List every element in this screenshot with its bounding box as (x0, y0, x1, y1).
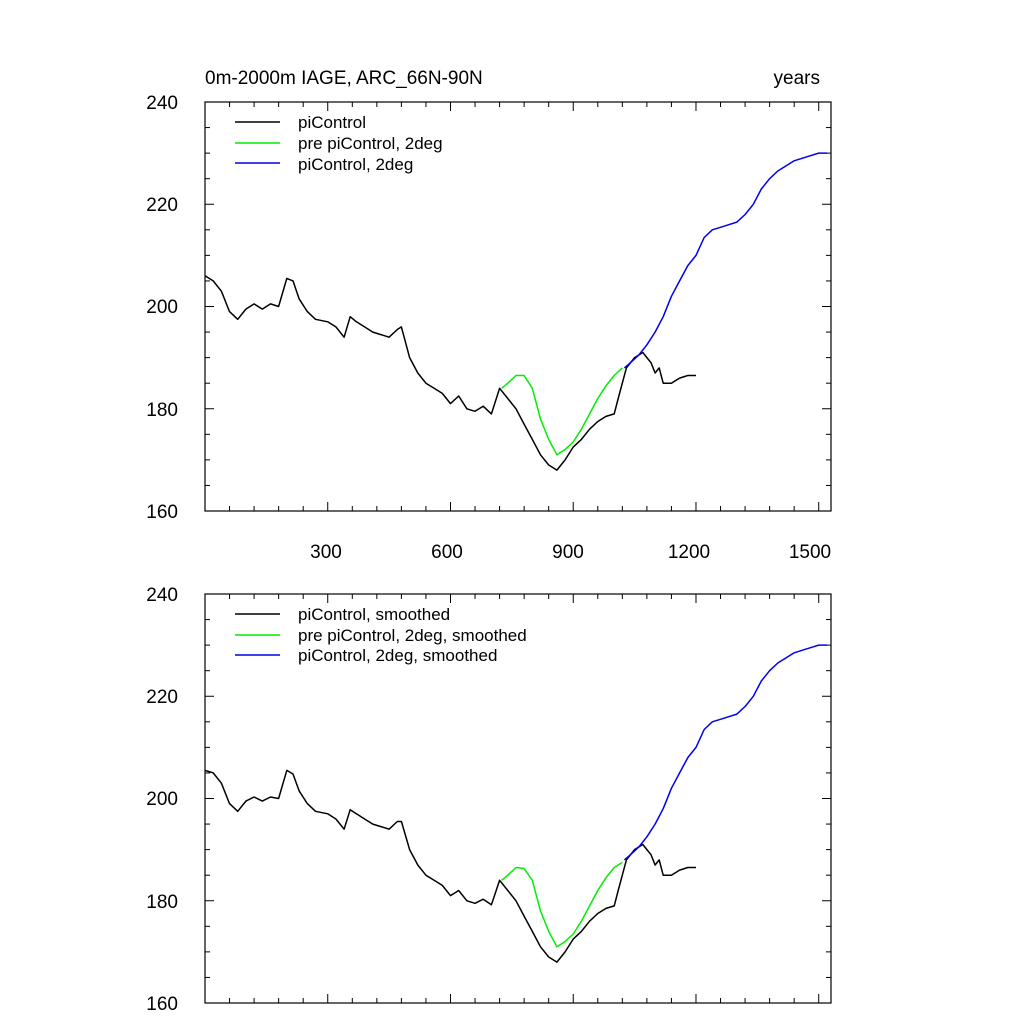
series-line-pre-picontrol-2deg (501, 367, 623, 456)
top-panel-y-tick-labels: 160 180 200 220 240 (146, 93, 178, 523)
y-tick-label: 220 (146, 687, 178, 708)
top-panel-series (204, 152, 827, 471)
x-tick-label: 900 (552, 542, 584, 563)
y-tick-label: 160 (146, 502, 178, 523)
series-line-picontrol (204, 275, 696, 471)
y-tick-label: 200 (146, 297, 178, 318)
x-tick-label: 1500 (789, 542, 831, 563)
legend-label: pre piControl, 2deg (298, 134, 443, 153)
bottom-panel-series (204, 644, 827, 963)
top-panel-x-tick-labels: 300 600 900 1200 1500 (310, 542, 831, 563)
y-tick-label: 180 (146, 400, 178, 421)
y-tick-label: 160 (146, 994, 178, 1015)
y-tick-label: 220 (146, 195, 178, 216)
x-tick-label: 300 (310, 542, 342, 563)
x-tick-label: 600 (431, 542, 463, 563)
top-panel-plot-frame (204, 101, 832, 512)
legend-label: pre piControl, 2deg, smoothed (298, 626, 527, 645)
series-line-picontrol-smoothed (204, 769, 696, 963)
legend-label: piControl, 2deg (298, 155, 413, 174)
top-panel-title: 0m-2000m IAGE, ARC_66N-90N (205, 68, 483, 89)
x-tick-label: 1200 (668, 542, 710, 563)
legend-label: piControl, smoothed (298, 605, 450, 624)
bottom-panel: 160 180 200 220 240 piControl, smoothed … (146, 585, 832, 1015)
y-tick-label: 240 (146, 585, 178, 606)
top-panel: 0m-2000m IAGE, ARC_66N-90N years 160 180… (146, 68, 832, 563)
series-line-pre-picontrol-2deg-smoothed (501, 861, 623, 948)
top-panel-units: years (774, 68, 820, 89)
bottom-panel-y-tick-labels: 160 180 200 220 240 (146, 585, 178, 1015)
y-tick-label: 240 (146, 93, 178, 114)
bottom-panel-legend: piControl, smoothed pre piControl, 2deg,… (235, 605, 527, 665)
bottom-panel-plot-frame (204, 593, 832, 1004)
legend-label: piControl, 2deg, smoothed (298, 646, 497, 665)
top-panel-legend: piControl pre piControl, 2deg piControl,… (235, 113, 443, 174)
series-line-picontrol-2deg (623, 152, 827, 369)
legend-label: piControl (298, 113, 366, 132)
series-line-picontrol-2deg-smoothed (623, 644, 827, 861)
y-tick-label: 180 (146, 892, 178, 913)
y-tick-label: 200 (146, 789, 178, 810)
